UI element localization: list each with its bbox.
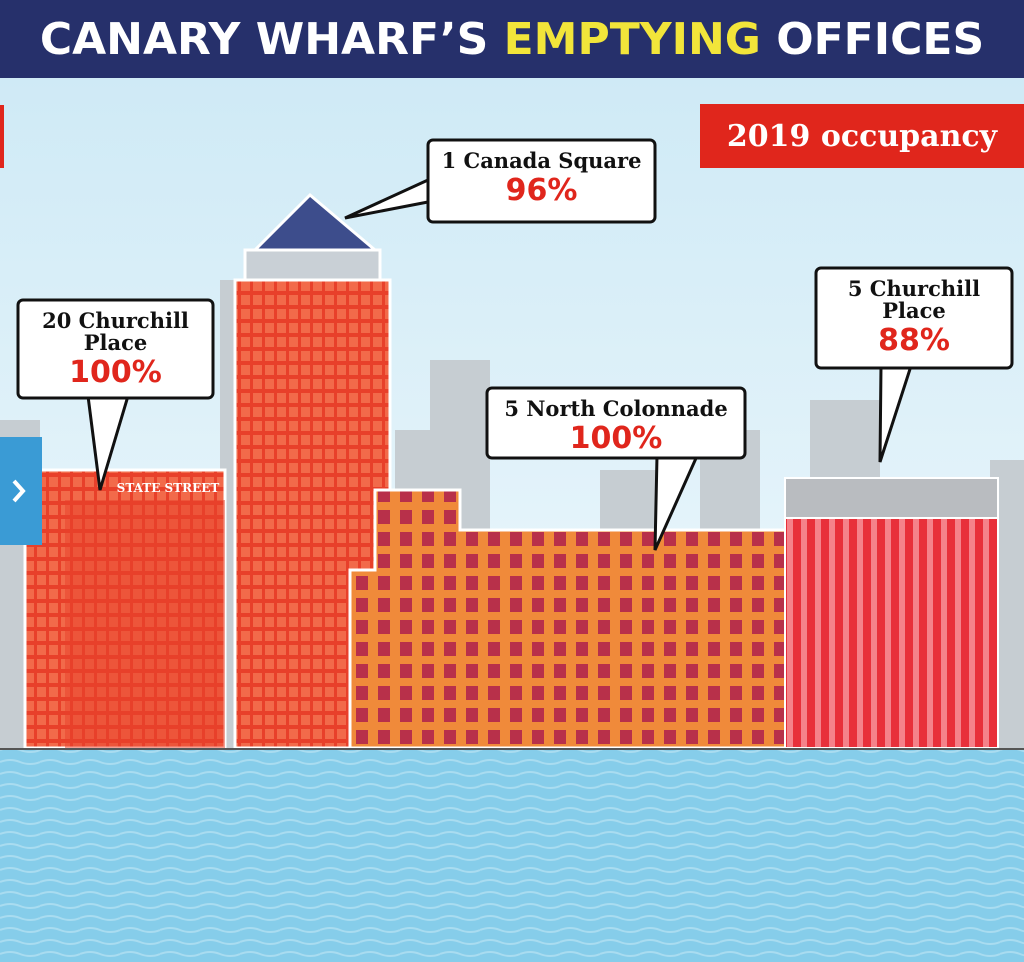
badge bbox=[700, 104, 1024, 168]
occupancy: 88% bbox=[878, 323, 950, 358]
building-name: 20 Churchill bbox=[42, 308, 189, 333]
building-5-north-colonnade bbox=[348, 488, 817, 750]
title: CANARY WHARF’S EMPTYING OFFICES bbox=[40, 14, 984, 65]
occupancy: 96% bbox=[506, 173, 578, 208]
building-name: 5 North Colonnade bbox=[504, 396, 727, 421]
building-sign: STATE STREET bbox=[117, 481, 220, 495]
roof-band bbox=[784, 477, 999, 519]
building-name: 5 Churchill bbox=[848, 276, 980, 301]
title-highlight: EMPTYING bbox=[504, 14, 761, 65]
occupancy: 100% bbox=[570, 421, 663, 456]
building-name: Place bbox=[84, 330, 148, 355]
title-part: CANARY WHARF’S bbox=[40, 14, 488, 65]
building-name: Place bbox=[882, 298, 946, 323]
tower-crown bbox=[243, 248, 382, 282]
building-name: 1 Canada Square bbox=[442, 148, 642, 173]
callout-box bbox=[485, 386, 747, 460]
callout-box bbox=[426, 138, 657, 224]
building-5-churchill bbox=[784, 517, 999, 749]
header-bar bbox=[0, 0, 1024, 78]
title-part: OFFICES bbox=[776, 14, 984, 65]
callout-box bbox=[16, 298, 215, 400]
badge-text: 2019 occupancy bbox=[727, 119, 999, 154]
edge-marker bbox=[0, 105, 4, 168]
callout-box bbox=[814, 266, 1014, 370]
arrow-icon bbox=[12, 479, 26, 503]
occupancy: 100% bbox=[69, 355, 162, 390]
building-facade bbox=[65, 500, 225, 748]
water bbox=[0, 748, 1024, 962]
